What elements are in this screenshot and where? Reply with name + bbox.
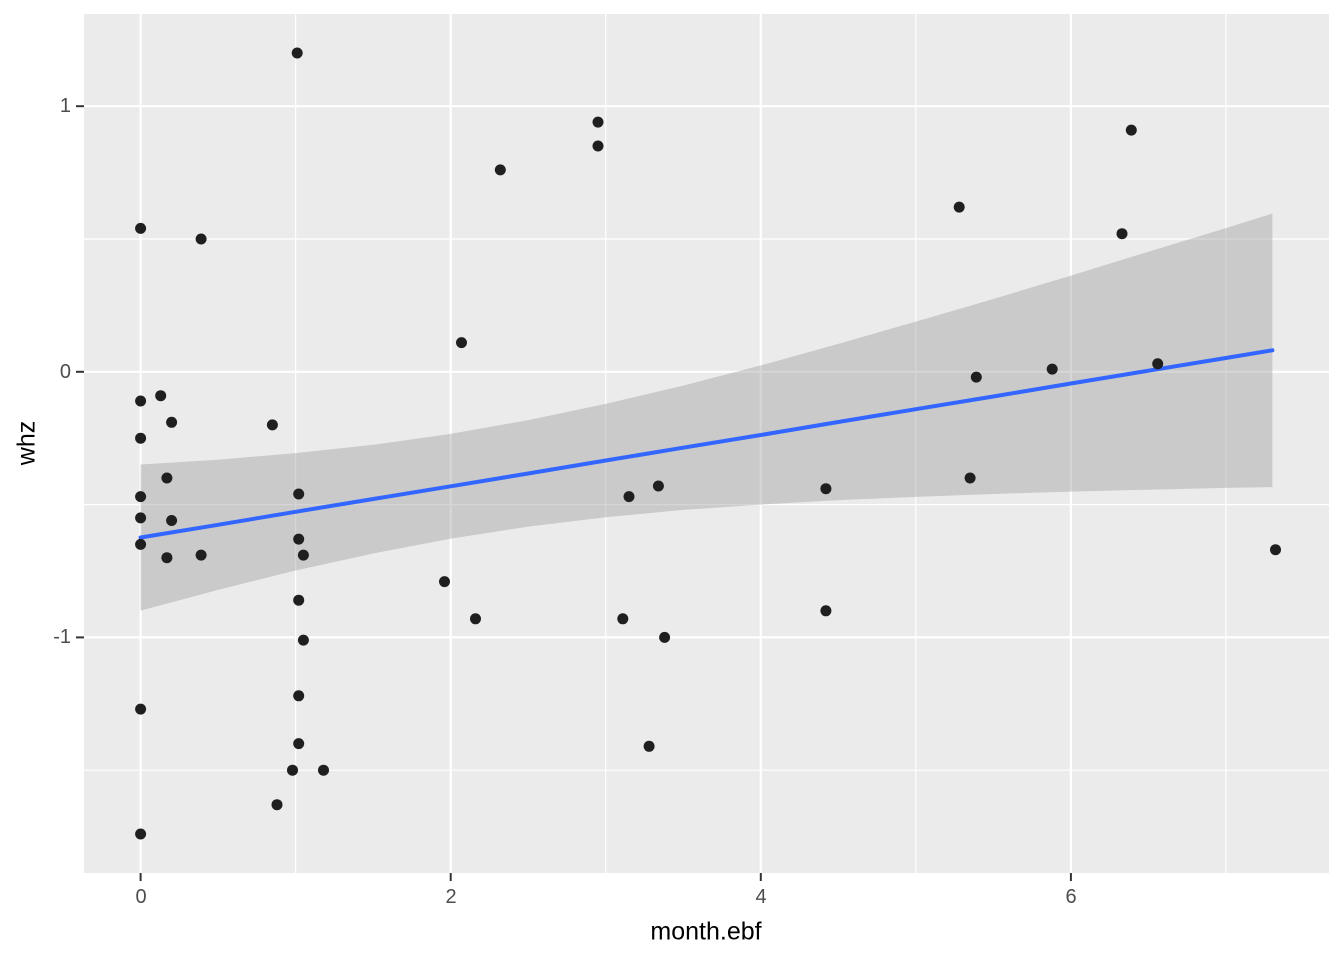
x-tick-label-3: 6	[1065, 886, 1077, 908]
grid-major	[84, 14, 1329, 873]
x-axis-title: month.ebf	[650, 917, 762, 946]
y-tick-label-neg1: -1	[53, 626, 71, 648]
data-points	[135, 47, 1281, 840]
regression-line	[138, 348, 1275, 540]
x-tick-label-0: 0	[135, 886, 147, 908]
y-tick-label-0: 0	[59, 361, 71, 383]
y-axis-title: whz	[12, 420, 41, 466]
y-tick-label-1: 1	[59, 95, 71, 117]
x-tick-label-2: 4	[755, 886, 767, 908]
x-tick-label-1: 2	[445, 886, 457, 908]
grid-minor	[84, 14, 1329, 873]
confidence-band	[140, 213, 1273, 611]
axis-ticks	[76, 105, 1072, 881]
